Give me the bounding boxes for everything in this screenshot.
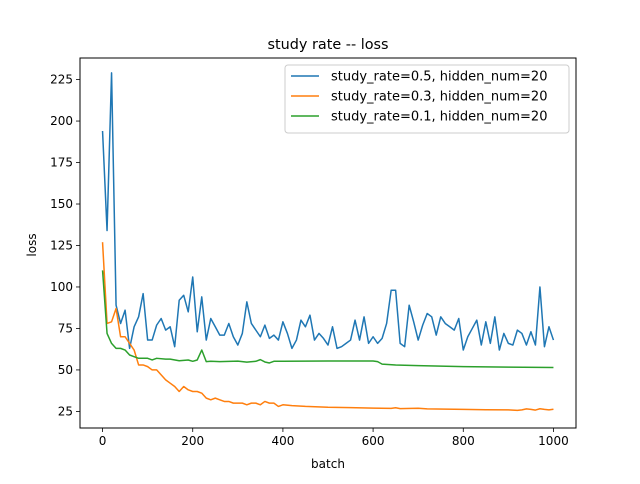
plot-lines xyxy=(101,72,555,412)
legend-label-3: study_rate=0.1, hidden_num=20 xyxy=(331,110,547,125)
plot-frame xyxy=(79,57,577,429)
series-line-1 xyxy=(101,72,555,351)
x-tick-label: 800 xyxy=(452,434,475,448)
y-axis-label: loss xyxy=(25,233,39,256)
legend-label-2: study_rate=0.3, hidden_num=20 xyxy=(331,90,547,105)
y-ticks: 25 50 75 100 125 150 175 200 225 xyxy=(50,73,80,418)
y-tick-label: 50 xyxy=(58,363,73,377)
x-tick-label: 400 xyxy=(271,434,294,448)
y-tick-label: 100 xyxy=(50,280,73,294)
legend: study_rate=0.5, hidden_num=20 study_rate=… xyxy=(284,64,570,134)
y-tick-label: 225 xyxy=(50,73,73,87)
x-axis-label: batch xyxy=(311,457,345,471)
y-tick-label: 25 xyxy=(58,404,73,418)
y-tick-label: 150 xyxy=(50,197,73,211)
x-tick-label: 1000 xyxy=(538,434,569,448)
x-tick-label: 200 xyxy=(181,434,204,448)
legend-box xyxy=(284,64,570,134)
legend-label-1: study_rate=0.5, hidden_num=20 xyxy=(331,70,547,85)
y-tick-label: 125 xyxy=(50,238,73,252)
x-tick-label: 0 xyxy=(99,434,107,448)
chart-title: study rate -- loss xyxy=(267,37,388,53)
x-ticks: 0 200 400 600 800 1000 xyxy=(99,428,569,448)
y-tick-label: 175 xyxy=(50,156,73,170)
y-tick-label: 75 xyxy=(58,321,73,335)
y-tick-label: 200 xyxy=(50,114,73,128)
series-line-3 xyxy=(101,270,554,369)
series-line-2 xyxy=(101,242,554,412)
x-tick-label: 600 xyxy=(362,434,385,448)
